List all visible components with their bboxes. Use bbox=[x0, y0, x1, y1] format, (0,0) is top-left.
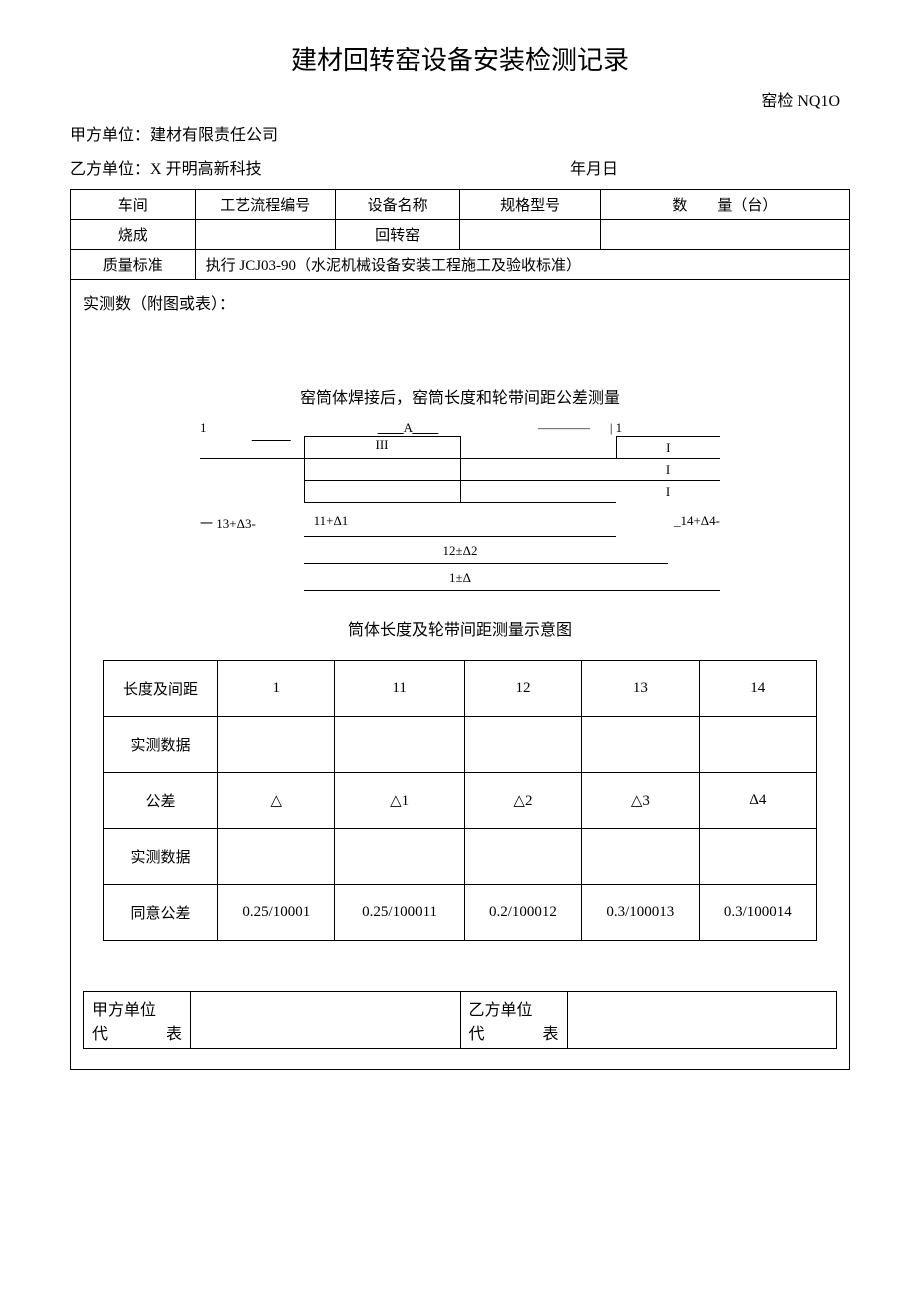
cell: 12 bbox=[464, 661, 581, 717]
hdr-process: 工艺流程编号 bbox=[195, 190, 335, 220]
cell bbox=[335, 829, 464, 885]
signature-table: 甲方单位 代 表 乙方单位 代 表 bbox=[83, 991, 837, 1049]
cell bbox=[218, 717, 335, 773]
cell: 14 bbox=[699, 661, 816, 717]
table-row: 实测数据 bbox=[104, 829, 817, 885]
party-a-unit-label: 甲方单位 bbox=[92, 996, 182, 1020]
cell: 13 bbox=[582, 661, 699, 717]
party-a-line: 甲方单位：建材有限责任公司 bbox=[70, 121, 850, 145]
diagram-caption: 筒体长度及轮带间距测量示意图 bbox=[83, 616, 837, 640]
cell bbox=[218, 829, 335, 885]
rep-b2: 表 bbox=[542, 1020, 558, 1044]
table-row: 长度及间距 1 11 12 13 14 bbox=[104, 661, 817, 717]
cell: △3 bbox=[582, 773, 699, 829]
table-row: 公差 △ △1 △2 △3 Δ4 bbox=[104, 773, 817, 829]
val-equipname: 回转窑 bbox=[335, 220, 460, 250]
cell: 11 bbox=[335, 661, 464, 717]
cell-label: 实测数据 bbox=[104, 717, 218, 773]
party-b-unit-label: 乙方单位 bbox=[469, 996, 559, 1020]
party-a-label: 甲方单位： bbox=[70, 127, 150, 144]
std-label: 质量标准 bbox=[71, 250, 196, 280]
hdr-spec: 规格型号 bbox=[460, 190, 600, 220]
cell-label: 长度及间距 bbox=[104, 661, 218, 717]
diag-top-1: 1 bbox=[200, 420, 207, 435]
party-b-line: 乙方单位：X 开明高新科技 年月日 bbox=[70, 155, 850, 179]
cell-label: 公差 bbox=[104, 773, 218, 829]
dim-1d: 1±Δ bbox=[200, 570, 720, 586]
page-title: 建材回转窑设备安装检测记录 bbox=[70, 40, 850, 77]
diag-i1: I bbox=[616, 437, 720, 459]
dim-11: 11+Δ1 bbox=[294, 513, 419, 532]
cell: △2 bbox=[464, 773, 581, 829]
party-b-value: X 开明高新科技 bbox=[150, 161, 262, 178]
dim-13: 一 13+Δ3- bbox=[200, 513, 294, 532]
dim-12: 12±Δ2 bbox=[200, 543, 720, 559]
measured-section: 实测数（附图或表）： 窑筒体焊接后，窑筒长度和轮带间距公差测量 1 A ————… bbox=[70, 280, 850, 1070]
cell: 0.25/10001 bbox=[218, 885, 335, 941]
cell-label: 同意公差 bbox=[104, 885, 218, 941]
rep-a2: 代 bbox=[469, 1020, 485, 1044]
cell-label: 实测数据 bbox=[104, 829, 218, 885]
cell: 0.3/100013 bbox=[582, 885, 699, 941]
cell: 1 bbox=[218, 661, 335, 717]
cell: Δ4 bbox=[699, 773, 816, 829]
cell bbox=[464, 717, 581, 773]
party-b-sign: 乙方单位 代 表 bbox=[460, 992, 567, 1049]
cell bbox=[699, 829, 816, 885]
table-row: 实测数据 bbox=[104, 717, 817, 773]
val-workshop: 烧成 bbox=[71, 220, 196, 250]
doc-code: 窑检 NQ1O bbox=[70, 87, 850, 111]
hdr-qty: 数 量（台） bbox=[600, 190, 849, 220]
dim-14: _14+Δ4- bbox=[616, 513, 720, 532]
diag-i3: I bbox=[616, 481, 720, 503]
cell bbox=[464, 829, 581, 885]
val-spec bbox=[460, 220, 600, 250]
cell bbox=[582, 829, 699, 885]
val-qty bbox=[600, 220, 849, 250]
party-a-sign-space bbox=[191, 992, 461, 1049]
party-a-sign: 甲方单位 代 表 bbox=[84, 992, 191, 1049]
diag-top-bar: | bbox=[610, 420, 613, 435]
diag-top-11: 1 bbox=[616, 420, 623, 435]
cell: 0.2/100012 bbox=[464, 885, 581, 941]
party-a-value: 建材有限责任公司 bbox=[150, 127, 278, 144]
diagram: 1 A ———— | 1 III I I I bbox=[200, 416, 720, 591]
cell bbox=[699, 717, 816, 773]
hdr-workshop: 车间 bbox=[71, 190, 196, 220]
party-b-label: 乙方单位： bbox=[70, 161, 150, 178]
data-table: 长度及间距 1 11 12 13 14 实测数据 公差 △ △1 △2 △3 bbox=[103, 660, 817, 941]
hdr-equipname: 设备名称 bbox=[335, 190, 460, 220]
std-value: 执行 JCJ03-90（水泥机械设备安装工程施工及验收标准） bbox=[195, 250, 849, 280]
rep-b: 表 bbox=[166, 1020, 182, 1044]
cell: 0.3/100014 bbox=[699, 885, 816, 941]
table-row: 同意公差 0.25/10001 0.25/100011 0.2/100012 0… bbox=[104, 885, 817, 941]
diag-i2: I bbox=[616, 459, 720, 481]
cell: △1 bbox=[335, 773, 464, 829]
diagram-title: 窑筒体焊接后，窑筒长度和轮带间距公差测量 bbox=[83, 384, 837, 408]
cell bbox=[582, 717, 699, 773]
diag-iii: III bbox=[304, 437, 460, 459]
cell bbox=[335, 717, 464, 773]
cell: △ bbox=[218, 773, 335, 829]
party-b-sign-space bbox=[567, 992, 837, 1049]
header-table: 车间 工艺流程编号 设备名称 规格型号 数 量（台） 烧成 回转窑 质量标准 执… bbox=[70, 189, 850, 280]
date-label: 年月日 bbox=[570, 155, 850, 179]
diagram-grid: III I I I bbox=[200, 436, 720, 503]
diag-top-line: ———— bbox=[538, 420, 590, 435]
cell: 0.25/100011 bbox=[335, 885, 464, 941]
val-process bbox=[195, 220, 335, 250]
measured-label: 实测数（附图或表）： bbox=[83, 290, 837, 314]
rep-a: 代 bbox=[92, 1020, 108, 1044]
